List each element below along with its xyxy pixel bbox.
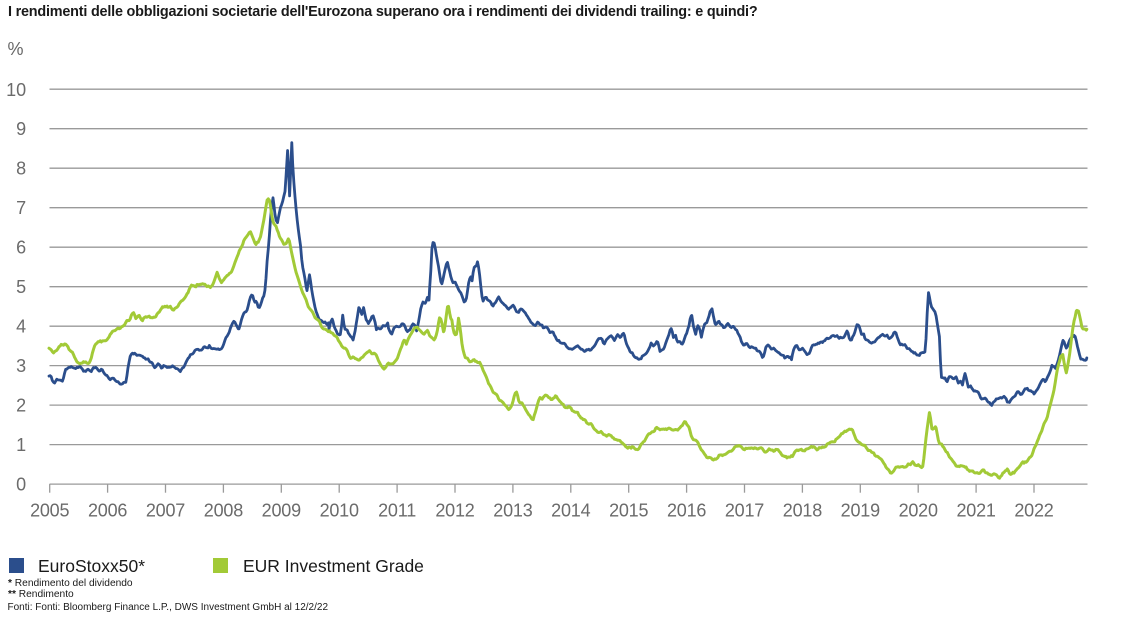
svg-text:2007: 2007 xyxy=(146,500,185,520)
svg-text:7: 7 xyxy=(16,198,26,218)
svg-text:2018: 2018 xyxy=(783,500,822,520)
svg-text:2011: 2011 xyxy=(378,500,416,520)
svg-text:2006: 2006 xyxy=(88,500,127,520)
svg-text:5: 5 xyxy=(16,277,26,297)
svg-text:2017: 2017 xyxy=(725,500,764,520)
svg-text:2020: 2020 xyxy=(899,500,938,520)
svg-text:3: 3 xyxy=(16,356,26,376)
svg-text:2021: 2021 xyxy=(956,500,995,520)
svg-text:9: 9 xyxy=(16,119,26,139)
svg-text:2014: 2014 xyxy=(551,500,590,520)
svg-text:2015: 2015 xyxy=(609,500,648,520)
svg-text:2013: 2013 xyxy=(493,500,532,520)
svg-text:6: 6 xyxy=(16,238,26,258)
svg-text:0: 0 xyxy=(16,475,26,495)
svg-text:4: 4 xyxy=(16,317,26,337)
svg-text:2010: 2010 xyxy=(320,500,359,520)
svg-text:2016: 2016 xyxy=(667,500,706,520)
svg-text:10: 10 xyxy=(6,80,26,100)
svg-text:2009: 2009 xyxy=(262,500,301,520)
svg-text:2: 2 xyxy=(16,396,26,416)
svg-text:2019: 2019 xyxy=(841,500,880,520)
svg-text:8: 8 xyxy=(16,159,26,179)
svg-text:2022: 2022 xyxy=(1014,500,1053,520)
svg-text:1: 1 xyxy=(16,435,26,455)
svg-text:2008: 2008 xyxy=(204,500,243,520)
svg-text:2012: 2012 xyxy=(435,500,474,520)
svg-text:2005: 2005 xyxy=(30,500,69,520)
